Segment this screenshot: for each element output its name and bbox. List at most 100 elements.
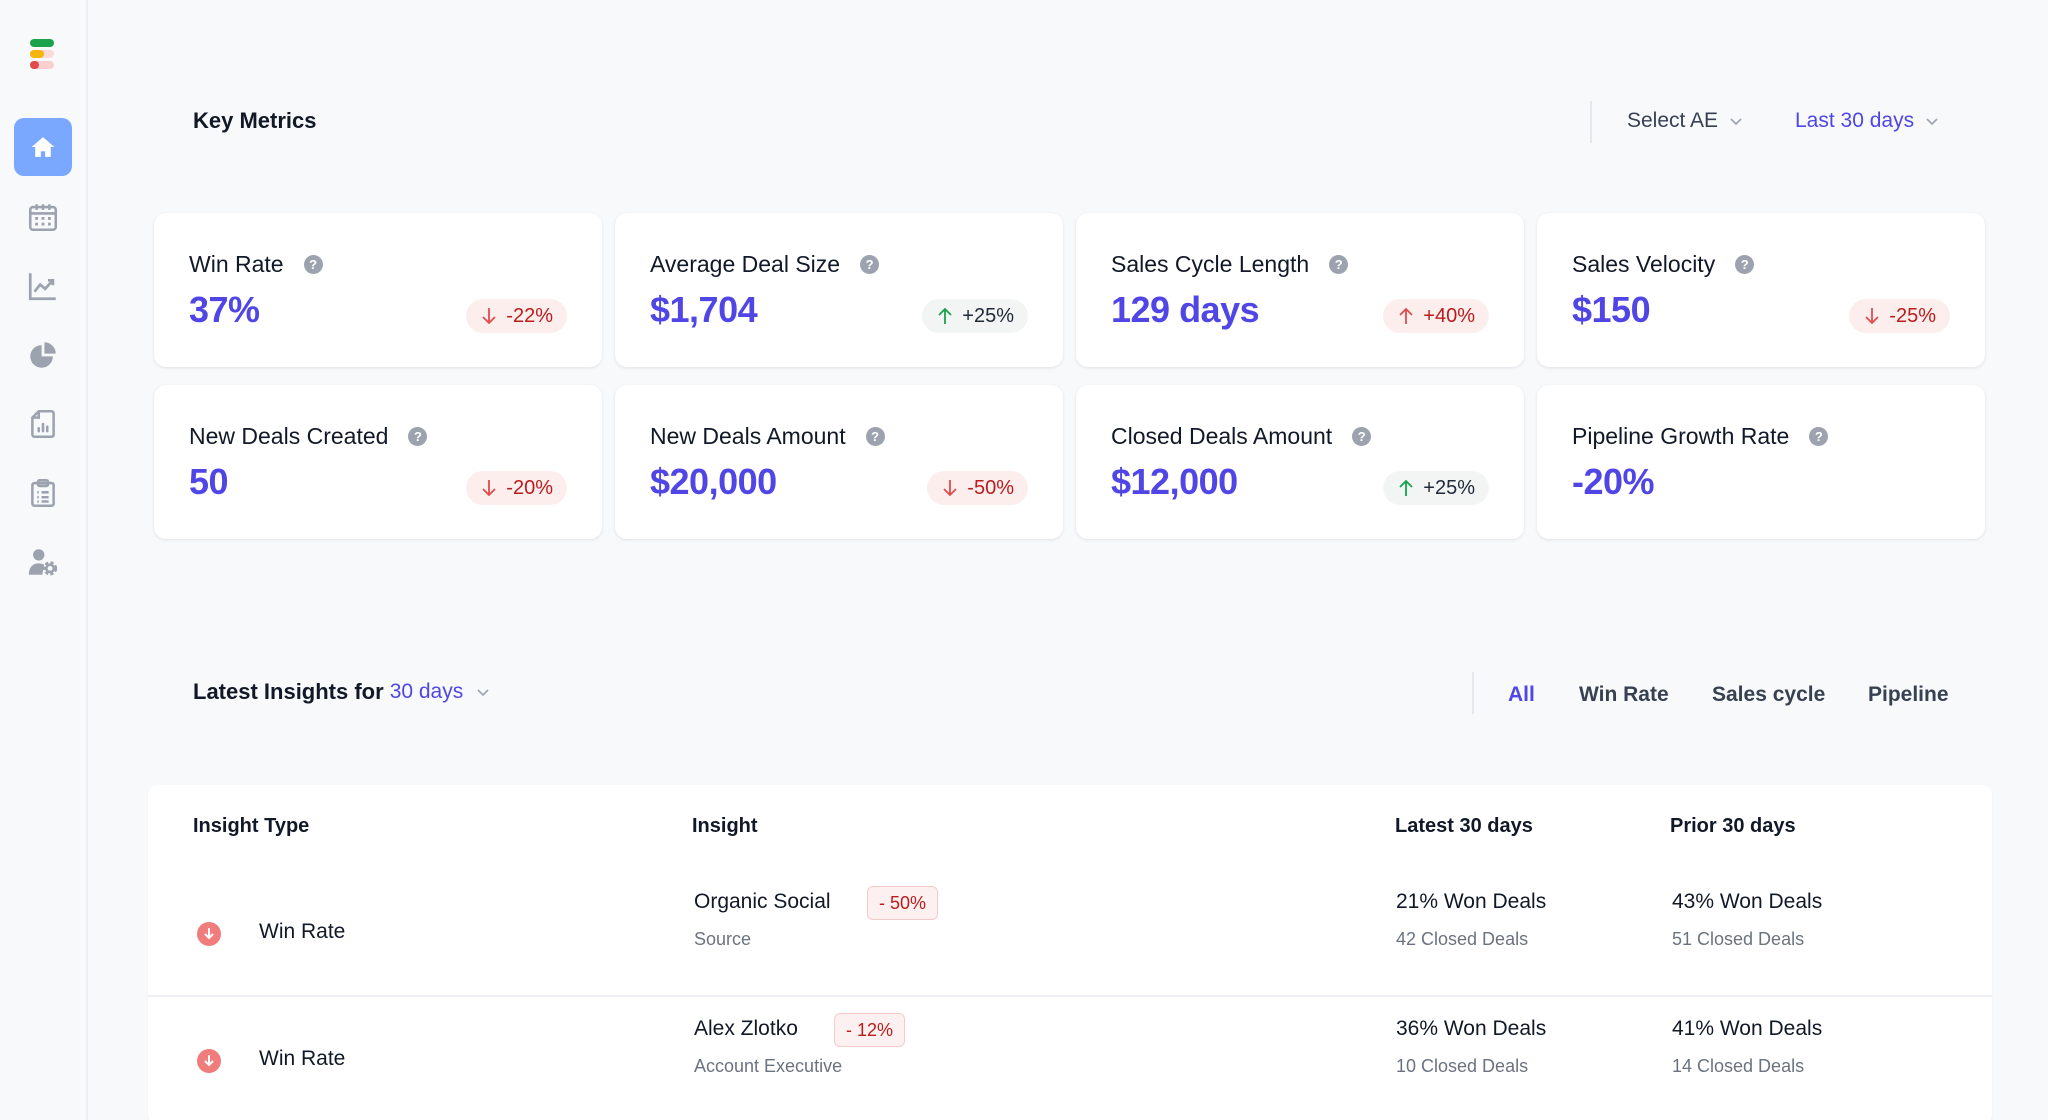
latest-closed-deals: 10 Closed Deals [1396,1056,1529,1076]
help-icon[interactable]: ? [860,255,880,274]
sidebar-item-tasks[interactable] [14,464,72,522]
prior-closed-deals: 14 Closed Deals [1672,1056,1805,1076]
sidebar-item-settings[interactable] [14,533,72,591]
sidebar-item-calendar[interactable] [14,188,72,246]
metric-change-value: +25% [962,304,1014,327]
help-icon[interactable]: ? [1352,427,1372,446]
metric-title: Average Deal Size? [650,251,880,278]
select-ae-label: Select AE [1627,109,1719,132]
table-row[interactable]: Win Rate Organic Social - 50% Source 21%… [148,870,1992,997]
help-icon[interactable]: ? [303,255,323,274]
help-icon[interactable]: ? [865,427,885,446]
metric-change-badge: -20% [466,471,567,505]
calendar-icon [28,204,58,232]
metric-title-label: Sales Cycle Length [1111,251,1310,277]
help-icon[interactable]: ? [1809,427,1829,446]
arrow-up-icon [1399,479,1413,496]
app-logo[interactable] [30,39,56,71]
insight-name: Alex Zlotko [694,1017,798,1040]
metric-title-label: Win Rate [189,251,284,277]
metric-change-badge: +40% [1383,299,1489,333]
clipboard-list-icon [31,478,55,508]
arrow-down-circle-icon [197,1049,221,1073]
metric-value: $150 [1572,289,1651,330]
metric-card-new-deals-created[interactable]: New Deals Created? 50 -20% [154,385,602,539]
metric-title: Win Rate? [189,251,323,278]
help-icon[interactable]: ? [1735,255,1755,274]
insights-period-label: 30 days [389,680,464,703]
sidebar-item-reports[interactable] [14,395,72,453]
prior-won-deals: 41% Won Deals [1672,1017,1823,1040]
metric-change-value: -50% [967,476,1014,499]
metric-title: Closed Deals Amount? [1111,423,1372,450]
metric-change-value: -25% [1889,304,1936,327]
help-icon[interactable]: ? [408,427,428,446]
sidebar-item-breakdown[interactable] [14,326,72,384]
insights-period-dropdown[interactable]: 30 days [390,680,492,704]
sidebar-item-home[interactable] [14,118,72,176]
column-header-insight-type[interactable]: Insight Type [193,815,310,837]
tab-all[interactable]: All [1508,683,1535,706]
metric-title-label: Pipeline Growth Rate [1572,423,1790,449]
metric-value: $1,704 [650,289,758,330]
latest-won-deals: 21% Won Deals [1396,890,1547,913]
metric-change-badge: +25% [1383,471,1489,505]
insights-table: Insight Type Insight Latest 30 days Prio… [148,785,1992,1120]
tabs-divider [1472,672,1474,714]
metric-change-value: +40% [1423,304,1475,327]
header-divider [1590,101,1592,143]
insight-type-label: Win Rate [259,1047,346,1070]
tab-sales-cycle[interactable]: Sales cycle [1712,683,1826,706]
prior-won-deals: 43% Won Deals [1672,890,1823,913]
metric-title: New Deals Created? [189,423,428,450]
report-document-icon [31,409,55,439]
metric-title: Sales Velocity? [1572,251,1755,278]
metric-change-value: -20% [506,476,553,499]
metric-card-win-rate[interactable]: Win Rate? 37% -22% [154,213,602,367]
metric-card-average-deal-size[interactable]: Average Deal Size? $1,704 +25% [615,213,1063,367]
tab-win-rate[interactable]: Win Rate [1579,683,1669,706]
arrow-up-icon [938,307,952,324]
insights-title-prefix: Latest Insights for [193,679,384,704]
metric-value: $20,000 [650,461,777,502]
metric-title: New Deals Amount? [650,423,885,450]
column-header-prior[interactable]: Prior 30 days [1670,815,1796,837]
table-row[interactable]: Win Rate Alex Zlotko - 12% Account Execu… [148,999,1992,1120]
select-ae-dropdown[interactable]: Select AE [1627,109,1744,133]
sidebar-item-trends[interactable] [14,257,72,315]
change-badge: - 12% [834,1013,906,1047]
pie-chart-icon [30,342,56,368]
tab-pipeline[interactable]: Pipeline [1868,683,1949,706]
metric-value: 129 days [1111,289,1260,330]
arrow-down-icon [482,480,496,497]
column-header-insight[interactable]: Insight [692,815,758,837]
date-range-dropdown[interactable]: Last 30 days [1795,109,1940,133]
arrow-down-circle-icon [197,922,221,946]
insight-category: Account Executive [694,1056,843,1076]
metric-title: Pipeline Growth Rate? [1572,423,1829,450]
help-icon[interactable]: ? [1329,255,1349,274]
metric-value: $12,000 [1111,461,1238,502]
metric-change-badge: -50% [927,471,1028,505]
metric-card-closed-deals-amount[interactable]: Closed Deals Amount? $12,000 +25% [1076,385,1524,539]
arrow-down-icon [943,480,957,497]
arrow-down-icon [482,308,496,325]
metric-card-sales-velocity[interactable]: Sales Velocity? $150 -25% [1537,213,1985,367]
metric-value: 50 [189,461,229,502]
metric-card-pipeline-growth-rate[interactable]: Pipeline Growth Rate? -20% [1537,385,1985,539]
metric-card-new-deals-amount[interactable]: New Deals Amount? $20,000 -50% [615,385,1063,539]
insight-category: Source [694,929,752,949]
date-range-label: Last 30 days [1795,109,1915,132]
metric-title-label: Sales Velocity [1572,251,1716,277]
metric-change-value: -22% [506,304,553,327]
metric-change-badge: +25% [922,299,1028,333]
change-badge: - 50% [867,886,939,920]
insight-name: Organic Social [694,890,831,913]
metric-title-label: Average Deal Size [650,251,841,277]
metric-value: -20% [1572,461,1655,502]
metric-title-label: Closed Deals Amount [1111,423,1333,449]
line-chart-icon [28,273,56,301]
metric-title-label: New Deals Amount [650,423,846,449]
column-header-latest[interactable]: Latest 30 days [1395,815,1533,837]
metric-card-sales-cycle-length[interactable]: Sales Cycle Length? 129 days +40% [1076,213,1524,367]
